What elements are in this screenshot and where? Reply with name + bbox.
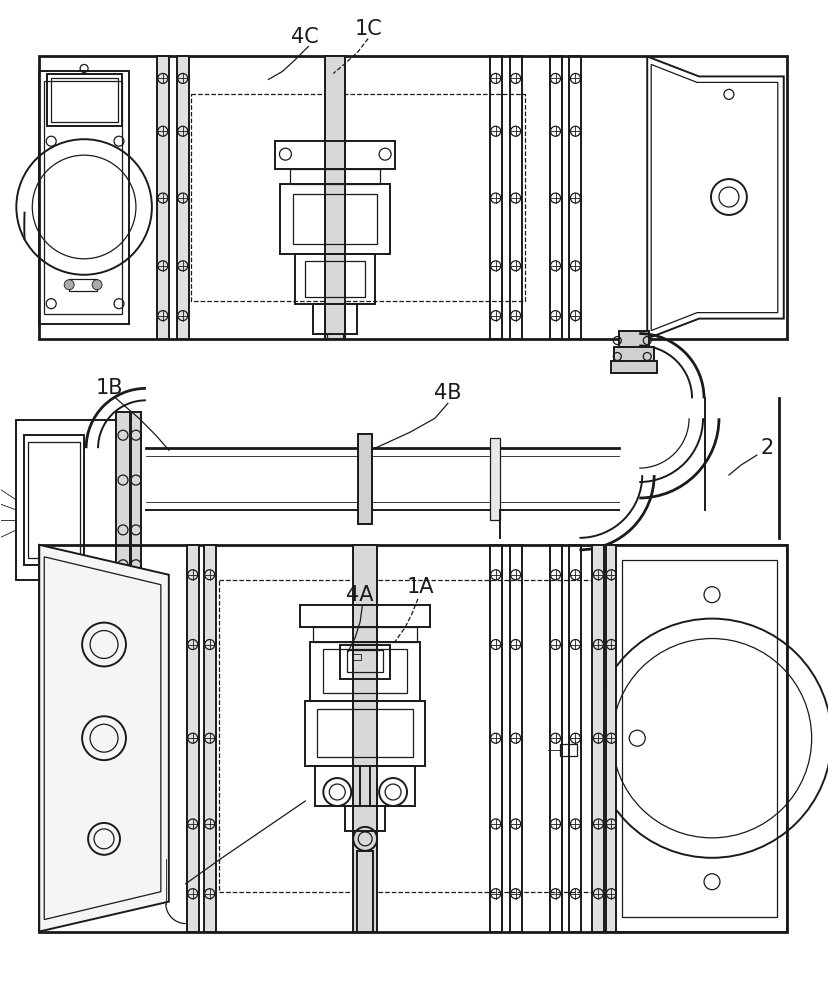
Text: 1C: 1C xyxy=(354,19,382,39)
Bar xyxy=(176,56,189,339)
Bar xyxy=(357,851,373,932)
Bar xyxy=(489,56,501,339)
Bar xyxy=(116,412,130,588)
Circle shape xyxy=(92,280,102,290)
Bar xyxy=(290,169,380,184)
Bar xyxy=(344,806,385,831)
Bar xyxy=(28,442,80,558)
Bar xyxy=(622,560,776,917)
Bar xyxy=(190,94,524,301)
Bar xyxy=(219,580,592,892)
Polygon shape xyxy=(39,545,169,932)
Bar xyxy=(569,56,580,339)
Bar xyxy=(47,74,122,126)
Bar xyxy=(370,766,415,806)
Bar xyxy=(300,605,430,627)
Bar xyxy=(317,709,412,757)
Text: 1A: 1A xyxy=(406,577,433,597)
Bar xyxy=(275,141,395,169)
Bar xyxy=(131,412,141,588)
Bar xyxy=(313,627,416,642)
Bar xyxy=(489,438,499,520)
Circle shape xyxy=(64,280,74,290)
Bar xyxy=(549,56,561,339)
Text: 1B: 1B xyxy=(95,378,123,398)
Text: 4B: 4B xyxy=(434,383,461,403)
Bar xyxy=(619,331,648,347)
Bar xyxy=(614,347,653,361)
Bar xyxy=(69,279,97,291)
Bar xyxy=(569,545,580,932)
Bar xyxy=(293,194,377,244)
Bar xyxy=(310,642,420,701)
Bar xyxy=(489,545,501,932)
Bar xyxy=(610,361,657,373)
Bar xyxy=(51,78,118,122)
Bar xyxy=(305,701,425,766)
Bar xyxy=(204,545,215,932)
Bar xyxy=(509,545,521,932)
Bar xyxy=(592,545,604,932)
Text: 4C: 4C xyxy=(291,27,319,47)
Bar xyxy=(353,545,377,932)
Bar xyxy=(24,435,84,565)
Bar xyxy=(186,545,199,932)
Bar xyxy=(315,766,359,806)
Bar xyxy=(325,56,344,339)
Bar xyxy=(39,71,129,324)
Bar xyxy=(39,545,786,932)
Bar xyxy=(559,744,577,756)
Bar xyxy=(313,304,357,334)
Bar xyxy=(509,56,521,339)
Text: 4A: 4A xyxy=(346,585,373,605)
Bar xyxy=(358,434,372,524)
Bar xyxy=(156,56,169,339)
Bar xyxy=(17,420,116,580)
Bar xyxy=(605,545,615,932)
Bar xyxy=(280,184,390,254)
Bar xyxy=(295,254,375,304)
Bar xyxy=(612,545,786,932)
Bar xyxy=(323,649,407,693)
Bar xyxy=(44,81,122,314)
Bar xyxy=(347,650,383,672)
Bar xyxy=(353,654,361,660)
Bar xyxy=(305,261,364,297)
Bar xyxy=(549,545,561,932)
Bar xyxy=(39,56,786,339)
Text: 2: 2 xyxy=(759,438,773,458)
Bar xyxy=(339,645,390,679)
